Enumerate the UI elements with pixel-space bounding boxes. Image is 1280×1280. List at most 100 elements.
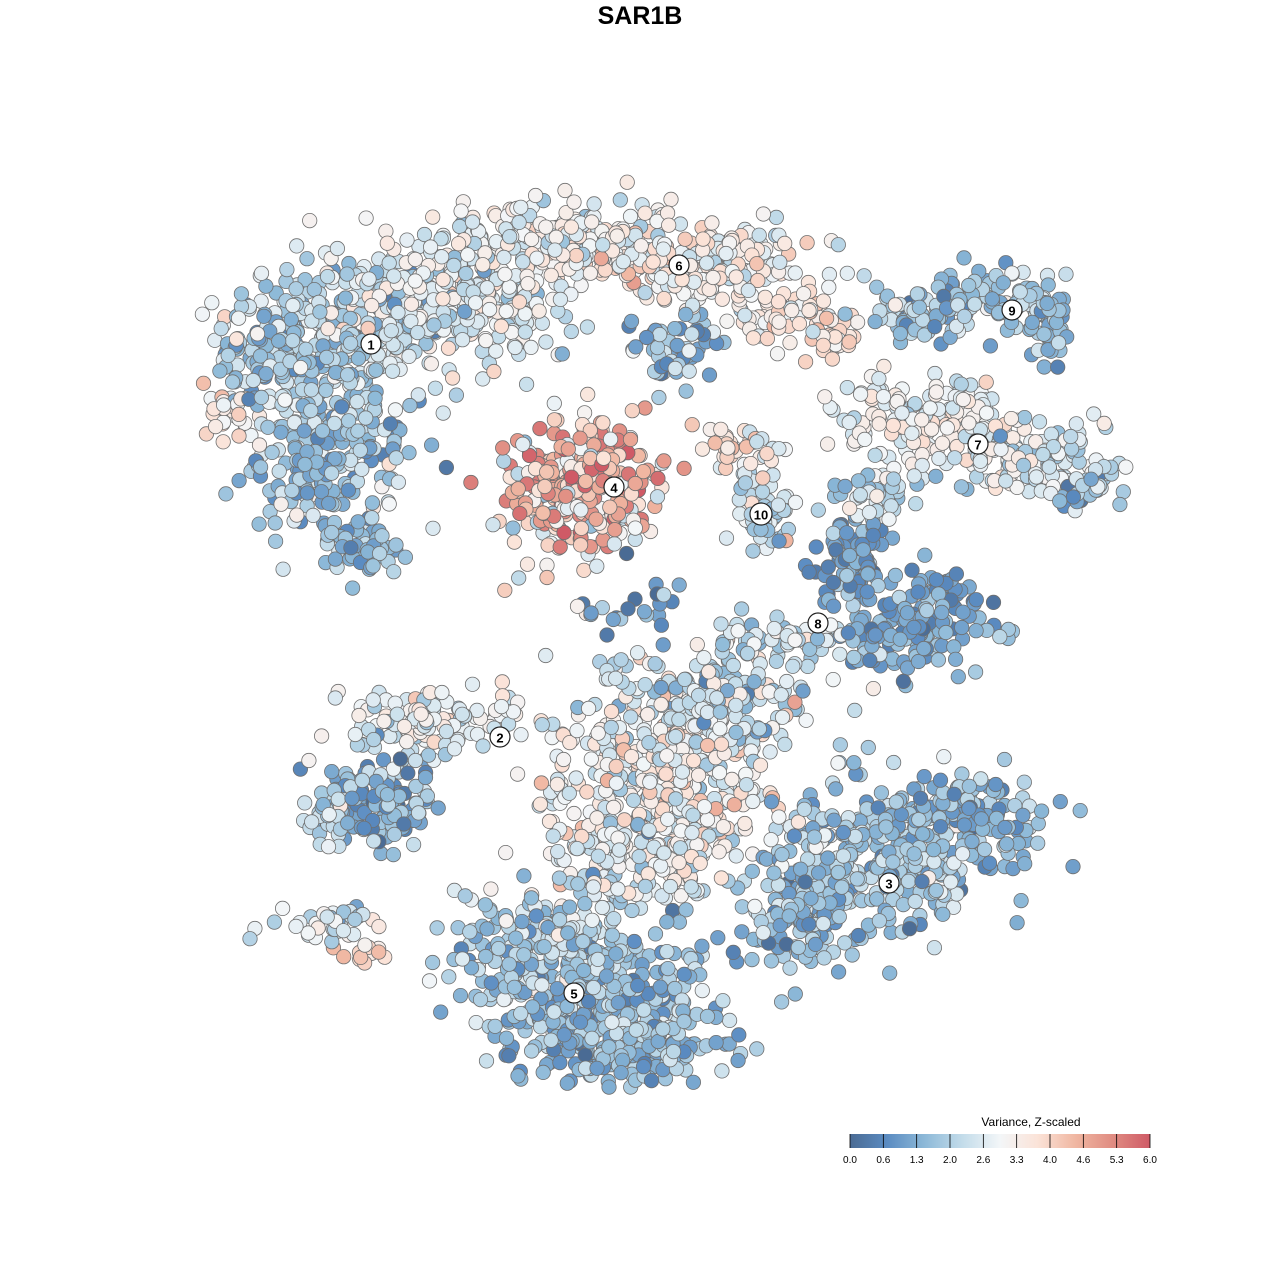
data-point [725,944,741,961]
data-point [329,240,345,257]
data-point [839,568,855,584]
data-point [612,192,628,208]
data-point [681,363,697,379]
data-point [786,828,803,844]
data-point [568,770,584,786]
data-point [869,279,885,295]
data-point [749,256,765,272]
data-point [610,995,626,1011]
data-point [417,769,434,786]
data-point [229,331,245,347]
data-point [984,291,1000,307]
data-point [718,245,734,262]
data-point [1036,326,1052,342]
data-point [758,851,775,867]
data-point [656,453,672,469]
data-point [543,267,559,283]
data-point [766,620,782,637]
data-point [577,1047,593,1063]
data-point [982,338,999,354]
data-point [323,465,340,481]
data-point [997,819,1013,836]
data-point [871,913,888,929]
data-point [233,286,249,302]
data-point [231,310,247,326]
data-point [605,799,622,816]
data-point [911,811,927,828]
data-point [477,897,493,913]
data-point [352,442,368,458]
data-point [828,781,844,797]
data-point [630,977,646,994]
data-point [430,800,446,816]
data-point [554,346,570,362]
data-point [795,683,811,699]
data-point [844,947,860,963]
data-point [637,878,653,895]
data-point [1041,459,1057,475]
data-point [605,611,621,628]
data-point [658,766,674,782]
data-point [911,299,928,315]
data-point [495,440,511,456]
data-point [910,584,926,600]
data-point [364,510,380,526]
data-point [546,395,562,411]
data-point [435,405,451,421]
data-point [614,1052,631,1068]
data-point [511,294,528,310]
data-point [690,687,707,704]
data-point [815,293,832,309]
data-point [360,320,376,336]
data-point [655,1021,671,1037]
data-point [852,487,868,503]
data-point [837,478,853,494]
data-point [799,235,815,251]
data-point [410,387,426,403]
data-point [906,846,922,862]
data-point [895,673,912,690]
data-point [319,268,336,285]
data-point [552,291,569,307]
data-point [538,647,554,664]
data-point [520,276,536,292]
data-point [653,696,669,713]
data-point [433,1004,449,1020]
data-point [728,269,744,285]
data-point [543,1032,559,1048]
data-point [699,704,716,720]
data-point [714,291,730,307]
data-point [1072,802,1088,819]
data-point [303,402,319,419]
data-point [590,725,606,741]
data-point [956,308,973,324]
data-point [496,249,512,265]
data-point [985,594,1002,611]
data-point [1065,858,1081,875]
data-point [815,337,831,353]
data-point [938,624,954,641]
data-point [407,752,424,769]
data-point [726,797,742,813]
data-point [793,861,809,877]
data-point [878,819,894,835]
data-point [826,812,842,828]
data-point [434,249,450,265]
data-point [602,499,618,515]
data-point [613,652,629,668]
data-point [671,577,687,593]
data-point [839,379,855,396]
data-point [926,940,943,956]
data-point [676,966,692,983]
data-point [475,257,491,273]
data-point [292,359,309,376]
data-point [335,923,351,939]
data-point [777,235,793,251]
data-point [810,502,826,518]
data-point [350,423,366,439]
data-point [993,441,1009,457]
data-point [694,938,710,954]
data-point [386,268,402,284]
data-point [535,505,551,521]
data-point [392,751,408,767]
